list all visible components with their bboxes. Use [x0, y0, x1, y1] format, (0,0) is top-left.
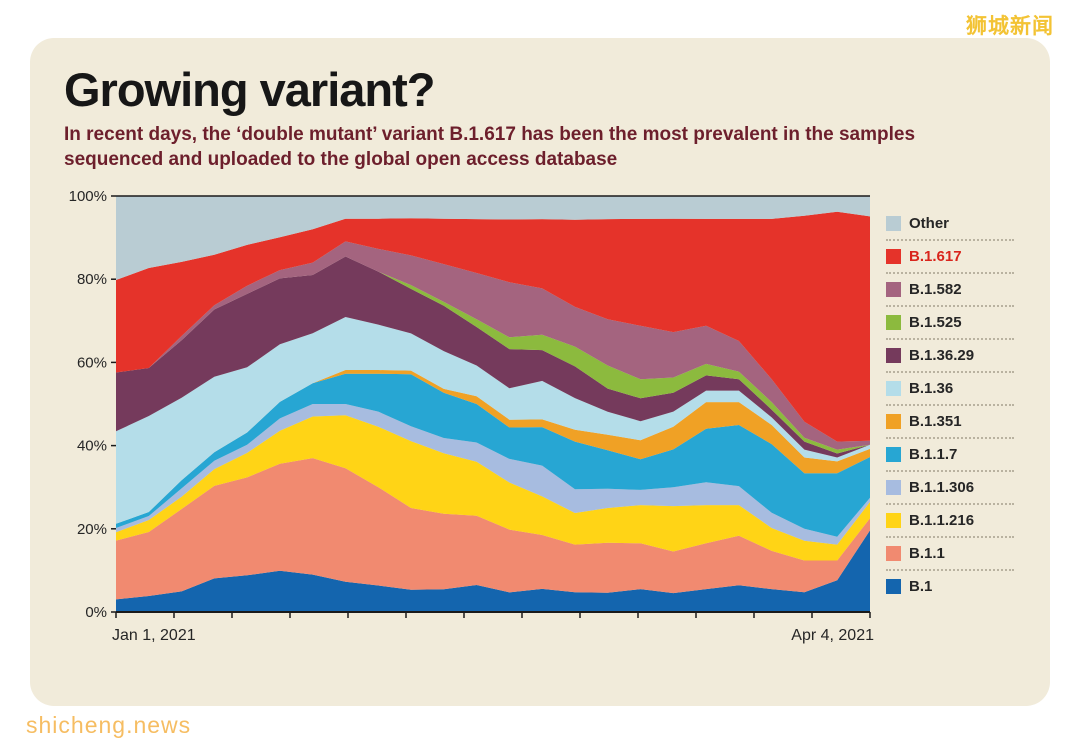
y-axis-tick-label: 100% [69, 188, 107, 205]
area-series-B.1.617 [116, 212, 870, 442]
legend-item: B.1.525 [886, 307, 1014, 341]
legend-label: B.1 [909, 578, 933, 596]
x-axis-end-label: Apr 4, 2021 [791, 627, 874, 644]
legend-item: B.1.1.216 [886, 505, 1014, 539]
legend-label: B.1.617 [909, 248, 962, 266]
y-axis-tick-label: 20% [77, 521, 107, 538]
area-series-B.1.1.7 [116, 374, 870, 538]
y-axis-tick-label: 60% [77, 355, 107, 372]
legend-swatch [886, 546, 901, 562]
watermark-top-right: 狮城新闻 [966, 15, 1054, 38]
legend-item: B.1.1.7 [886, 439, 1014, 473]
legend-label: B.1.1.306 [909, 479, 975, 497]
legend-item: B.1.582 [886, 274, 1014, 308]
legend-item: B.1.36.29 [886, 340, 1014, 374]
legend-label: B.1.351 [909, 413, 962, 431]
y-axis-tick-label: 80% [77, 272, 107, 289]
x-axis-start-label: Jan 1, 2021 [112, 627, 196, 644]
area-series-B.1.36 [116, 317, 870, 525]
legend-swatch [886, 249, 901, 265]
legend-item: B.1.351 [886, 406, 1014, 440]
legend-item: B.1.617 [886, 241, 1014, 275]
legend-label: B.1.525 [909, 314, 962, 332]
infographic-card: Growing variant? In recent days, the ‘do… [30, 38, 1050, 706]
chart-legend: Other B.1.617 B.1.582 B.1.525 B.1.36.29 B.1.3… [886, 208, 1014, 602]
legend-label: B.1.582 [909, 281, 962, 299]
legend-swatch [886, 579, 901, 595]
y-axis-tick-label: 0% [85, 604, 107, 621]
area-series-B.1.582 [116, 241, 870, 450]
legend-swatch [886, 381, 901, 397]
legend-label: B.1.1.7 [909, 446, 958, 464]
legend-label: B.1.1 [909, 545, 945, 563]
legend-item: B.1.36 [886, 373, 1014, 407]
y-axis-tick-label: 40% [77, 438, 107, 455]
area-series-B.1.1.306 [116, 404, 870, 545]
legend-item: B.1 [886, 571, 1014, 602]
watermark-bottom-left: shicheng.news [26, 712, 192, 738]
legend-label: Other [909, 215, 950, 233]
area-series-B.1 [116, 530, 870, 613]
legend-item: Other [886, 208, 1014, 242]
legend-swatch [886, 315, 901, 331]
area-series-B.1.36.29 [116, 256, 870, 458]
legend-swatch [886, 480, 901, 496]
area-series-Other [116, 196, 870, 281]
chart-title: Growing variant? [64, 63, 436, 116]
legend-label: B.1.36.29 [909, 347, 975, 365]
chart-subtitle: In recent days, the ‘double mutant’ vari… [64, 124, 916, 170]
legend-swatch [886, 513, 901, 529]
legend-swatch [886, 282, 901, 298]
chart-row: 0% 20% 40% 60% 80% 100% Jan 1, 2021 Apr 4, 2021… [64, 182, 1016, 670]
legend-label: B.1.36 [909, 380, 954, 398]
legend-item: B.1.1.306 [886, 472, 1014, 506]
legend-swatch [886, 216, 901, 232]
legend-label: B.1.1.216 [909, 512, 975, 530]
legend-swatch [886, 348, 901, 364]
area-series-B.1.1 [116, 458, 870, 600]
legend-item: B.1.1 [886, 538, 1014, 572]
area-series-B.1.1.216 [116, 415, 870, 561]
legend-swatch [886, 414, 901, 430]
stacked-area-chart: 0% 20% 40% 60% 80% 100% Jan 1, 2021 Apr 4, 2021 [69, 188, 874, 644]
legend-swatch [886, 447, 901, 463]
